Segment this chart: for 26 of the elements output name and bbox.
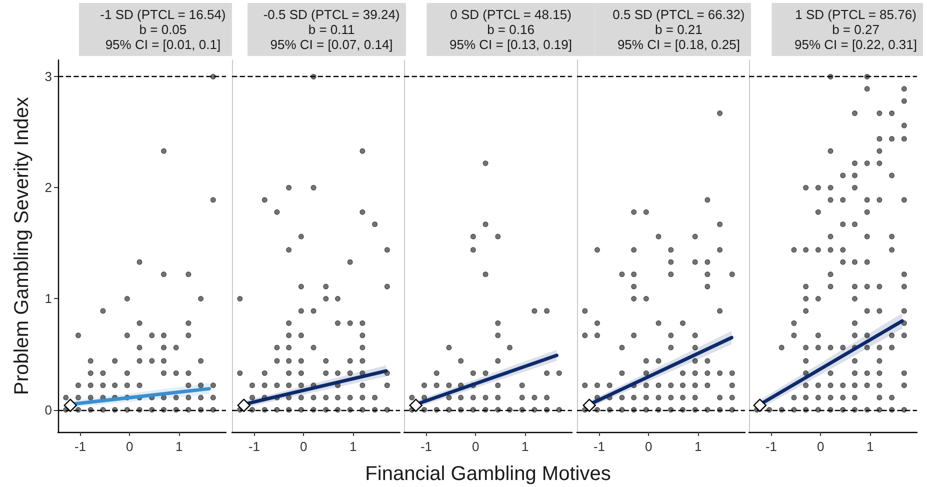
x-tick-label: -1 (593, 439, 606, 454)
chart-title: -0.5 SD (PTCL = 39.24) b = 0.11 95% CI = [0.07, 0.14] (263, 7, 400, 52)
x-tick-label: -1 (765, 439, 778, 454)
x-tick-label: 1 (521, 439, 529, 454)
y-tick-label: 3 (44, 69, 52, 84)
x-tick-label: 0 (645, 439, 652, 454)
chart-title: -1 SD (PTCL = 16.54) b = 0.05 95% CI = [0.01, 0.1] (100, 7, 226, 52)
x-tick-label: 1 (694, 439, 702, 454)
y-tick-label: 2 (44, 180, 52, 196)
x-tick-label: 0 (300, 439, 308, 454)
x-tick-label: 0 (472, 439, 480, 454)
x-tick-label: 1 (349, 439, 357, 454)
chart-title: 0 SD (PTCL = 48.15) b = 0.16 95% CI = [0.13, 0.19] (450, 7, 572, 52)
x-tick-label: 1 (866, 439, 874, 454)
y-axis-title: Problem Gambling Severity Index (11, 97, 33, 395)
chart-title: 1 SD (PTCL = 85.76) b = 0.27 95% CI = [0.22, 0.31] (794, 7, 917, 52)
x-tick-label: -1 (420, 439, 432, 454)
x-tick-label: -1 (248, 439, 260, 454)
x-axis-title: Financial Gambling Motives (365, 463, 611, 485)
y-tick-label: 1 (44, 291, 52, 306)
x-tick-label: 1 (175, 439, 183, 454)
x-tick-label: 0 (126, 439, 134, 454)
y-tick-label: 0 (44, 402, 52, 418)
x-tick-label: -1 (74, 439, 86, 454)
chart-title: 0.5 SD (PTCL = 66.32) b = 0.21 95% CI = [0.18, 0.25] (612, 7, 745, 52)
x-tick-label: 0 (817, 439, 824, 454)
